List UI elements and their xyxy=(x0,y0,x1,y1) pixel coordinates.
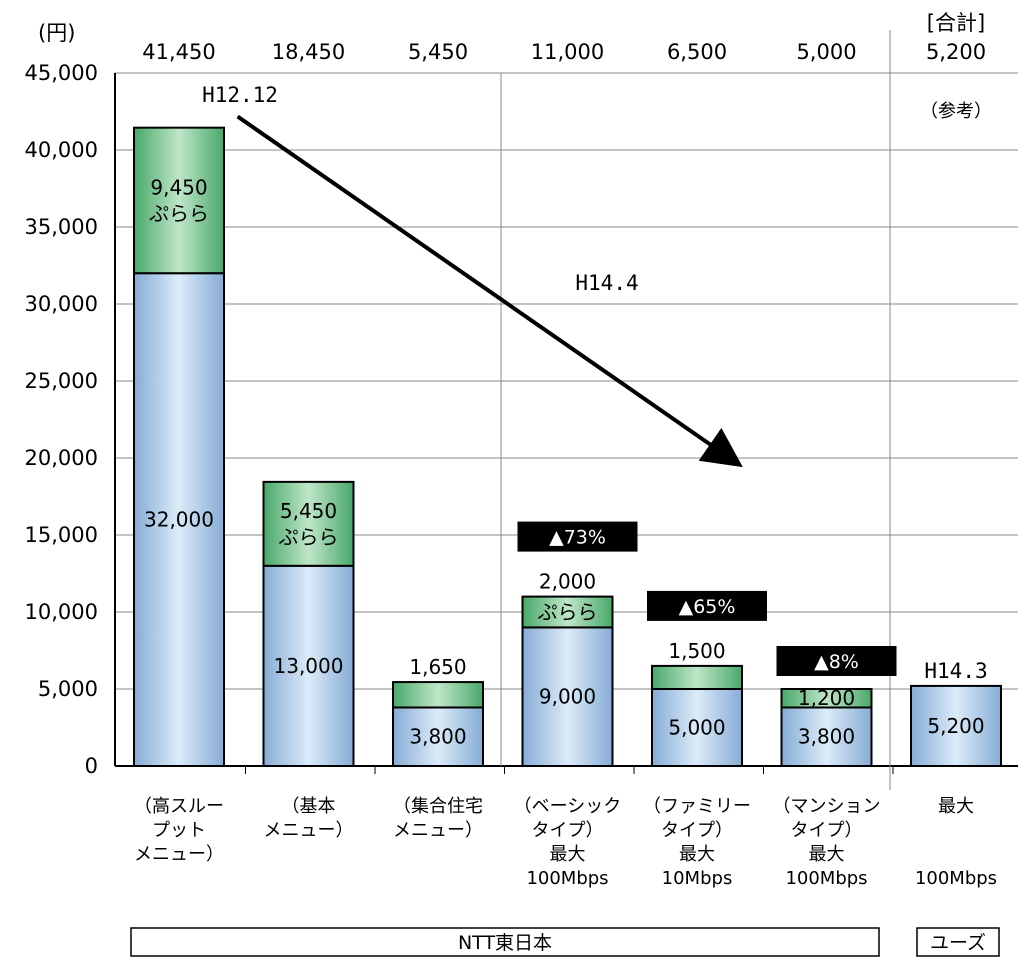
bar-segment-top xyxy=(780,688,873,709)
segment-value-label: 5,200 xyxy=(927,714,984,738)
total-label: 5,200 xyxy=(926,40,986,64)
labels-layer: 32,0009,450ぷらら41,45013,0005,450ぷらら18,450… xyxy=(142,11,987,749)
category-speed-label: 100Mbps xyxy=(526,868,608,889)
category-label: メニュー） xyxy=(393,820,483,841)
annotations-layer: H12.12 H14.4 （参考） xyxy=(202,83,992,468)
total-label: 11,000 xyxy=(531,40,604,64)
segment-value-label: 5,000 xyxy=(668,716,725,740)
bar-segment-top xyxy=(521,595,614,629)
y-tick-label: 25,000 xyxy=(25,369,98,393)
bar-segment-top xyxy=(392,681,484,709)
reference-label: （参考） xyxy=(920,101,992,122)
y-tick-label: 5,000 xyxy=(38,677,98,701)
category-speed-label: 100Mbps xyxy=(915,868,997,889)
y-axis-ticks: 0 5,000 10,000 15,000 20,000 25,000 30,000 35,0… xyxy=(25,61,98,778)
bar-segment-base xyxy=(262,564,355,767)
total-label: 5,000 xyxy=(796,40,856,64)
total-label: 18,450 xyxy=(272,40,345,64)
category-label: （集合住宅 xyxy=(393,796,483,817)
bar-segment-top xyxy=(133,126,225,275)
bar-segment-base xyxy=(392,706,484,767)
category-labels: （高スループットメニュー）（基本メニュー）（集合住宅メニュー）（ベーシックタイプ… xyxy=(134,796,997,889)
total-label: 6,500 xyxy=(667,40,727,64)
segment-value-label: 5,450 xyxy=(280,499,337,523)
category-label: （ファミリー xyxy=(643,796,751,817)
group-label: NTT東日本 xyxy=(458,932,552,954)
above-bar-label: H14.3 xyxy=(924,659,987,683)
category-label: 最大 xyxy=(679,844,715,865)
bar-segment-base xyxy=(521,626,614,768)
segment-value-label: 9,450 xyxy=(150,175,207,199)
category-label: （基本 xyxy=(282,796,336,817)
bars-layer xyxy=(133,126,1002,768)
category-label: タイプ） xyxy=(791,820,863,841)
y-tick-label: 35,000 xyxy=(25,215,98,239)
segment-value-label: 3,800 xyxy=(798,725,855,749)
reduction-badge xyxy=(647,590,767,621)
category-label: タイプ） xyxy=(532,820,604,841)
category-label: プット xyxy=(152,820,206,841)
y-tick-label: 15,000 xyxy=(25,523,98,547)
start-period-label: H12.12 xyxy=(202,83,278,107)
y-tick-label: 0 xyxy=(85,754,98,778)
trend-arrow xyxy=(236,114,743,468)
reduction-badge-text: ▲73% xyxy=(549,527,606,549)
group-labels: NTT東日本 ユーズ xyxy=(130,927,1000,957)
category-label: 最大 xyxy=(809,844,845,865)
category-label: （ベーシック xyxy=(514,796,622,817)
above-bar-label: 2,000 xyxy=(539,570,596,594)
total-header: [合計] xyxy=(927,11,985,35)
category-label: （マンション xyxy=(773,796,881,817)
total-label: 5,450 xyxy=(408,40,468,64)
y-tick-label: 45,000 xyxy=(25,61,98,85)
segment-value-label: 9,000 xyxy=(539,685,596,709)
category-label: メニュー） xyxy=(264,820,354,841)
above-bar-label: 1,650 xyxy=(409,655,466,679)
segment-value-label: 13,000 xyxy=(274,654,344,678)
y-tick-label: 40,000 xyxy=(25,138,98,162)
y-tick-label: 10,000 xyxy=(25,600,98,624)
total-label: 41,450 xyxy=(142,40,215,64)
segment-value-label: ぷらら xyxy=(149,201,209,225)
segment-value-label: 32,000 xyxy=(144,508,214,532)
category-label: メニュー） xyxy=(134,844,224,865)
segment-value-label: 3,800 xyxy=(409,725,466,749)
y-tick-label: 30,000 xyxy=(25,292,98,316)
bar-segment-base xyxy=(910,684,1002,767)
segment-value-label: ぷらら xyxy=(279,525,339,549)
segment-value-label: ぷらら xyxy=(538,600,598,624)
category-speed-label: 10Mbps xyxy=(662,868,733,889)
group-box xyxy=(916,927,1000,957)
above-bar-label: 1,500 xyxy=(668,639,725,663)
group-label: ユーズ xyxy=(930,932,986,954)
category-speed-label: 100Mbps xyxy=(785,868,867,889)
category-label: （高スルー xyxy=(134,796,224,817)
y-tick-label: 20,000 xyxy=(25,446,98,470)
category-label: 最大 xyxy=(550,844,586,865)
group-box xyxy=(130,927,880,957)
reduction-badge xyxy=(517,521,638,552)
segment-value-label: 1,200 xyxy=(798,686,855,710)
reduction-badge xyxy=(776,646,897,676)
reduction-badge-text: ▲65% xyxy=(679,596,736,618)
category-label: 最大 xyxy=(938,796,974,817)
y-unit-label: (円) xyxy=(38,21,75,45)
category-label: タイプ） xyxy=(661,820,733,841)
reduction-badge-text: ▲8% xyxy=(814,651,859,673)
bar-segment-top xyxy=(262,480,355,567)
end-period-label: H14.4 xyxy=(575,271,638,295)
bar-segment-top xyxy=(651,664,743,691)
